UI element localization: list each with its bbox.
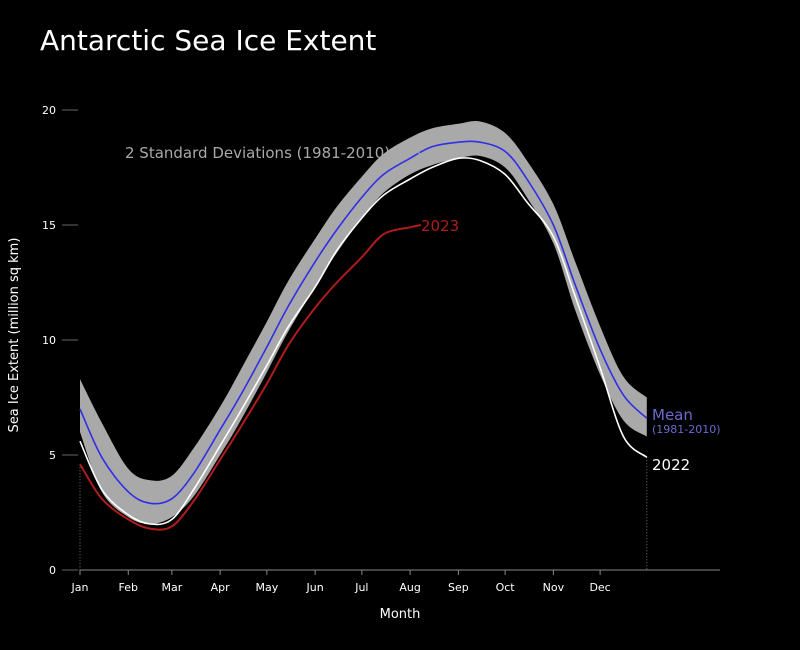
band-label: 2 Standard Deviations (1981-2010) xyxy=(125,144,390,162)
mean-label: Mean xyxy=(652,406,693,424)
y-tick-label: 10 xyxy=(42,334,56,347)
x-tick-label: Jan xyxy=(71,581,89,594)
mean-line xyxy=(79,140,648,505)
x-tick-label: Apr xyxy=(211,581,231,594)
plot-area xyxy=(79,121,648,570)
x-axis-title: Month xyxy=(380,607,421,622)
x-tick-label: Mar xyxy=(161,581,182,594)
std-dev-band xyxy=(80,121,647,524)
label-2023: 2023 xyxy=(421,217,459,235)
x-tick-label: Nov xyxy=(543,581,565,594)
mean-sublabel: (1981-2010) xyxy=(652,423,721,436)
x-tick-label: Aug xyxy=(399,581,420,594)
x-tick-label: Dec xyxy=(589,581,610,594)
y-axis-title: Sea Ice Extent (million sq km) xyxy=(7,238,22,433)
x-tick-label: Jul xyxy=(354,581,368,594)
label-2022: 2022 xyxy=(652,456,690,474)
line-2023 xyxy=(79,224,422,531)
y-axis: 0 5 10 15 20 xyxy=(42,104,78,577)
x-axis: Jan Feb Mar Apr May Jun Jul Aug Sep Oct Nov Dec xyxy=(71,569,720,594)
chart-title: Antarctic Sea Ice Extent xyxy=(40,24,376,57)
x-tick-label: Feb xyxy=(119,581,138,594)
y-tick-label: 0 xyxy=(49,564,56,577)
x-tick-label: Jun xyxy=(306,581,324,594)
x-tick-label: Oct xyxy=(496,581,516,594)
annotations: 2 Standard Deviations (1981-2010) 2023 M… xyxy=(125,144,721,474)
y-tick-label: 15 xyxy=(42,219,56,232)
line-2022 xyxy=(79,157,648,526)
x-tick-label: Sep xyxy=(448,581,469,594)
x-tick-label: May xyxy=(255,581,278,594)
y-tick-label: 20 xyxy=(42,104,56,117)
y-tick-label: 5 xyxy=(49,449,56,462)
